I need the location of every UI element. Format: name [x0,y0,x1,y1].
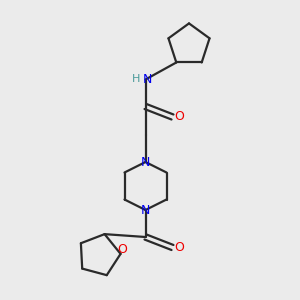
Text: O: O [117,243,127,256]
Text: N: N [141,155,150,169]
Text: H: H [132,74,140,85]
Text: O: O [174,241,184,254]
Text: N: N [143,73,153,86]
Text: N: N [141,203,150,217]
Text: O: O [174,110,184,124]
